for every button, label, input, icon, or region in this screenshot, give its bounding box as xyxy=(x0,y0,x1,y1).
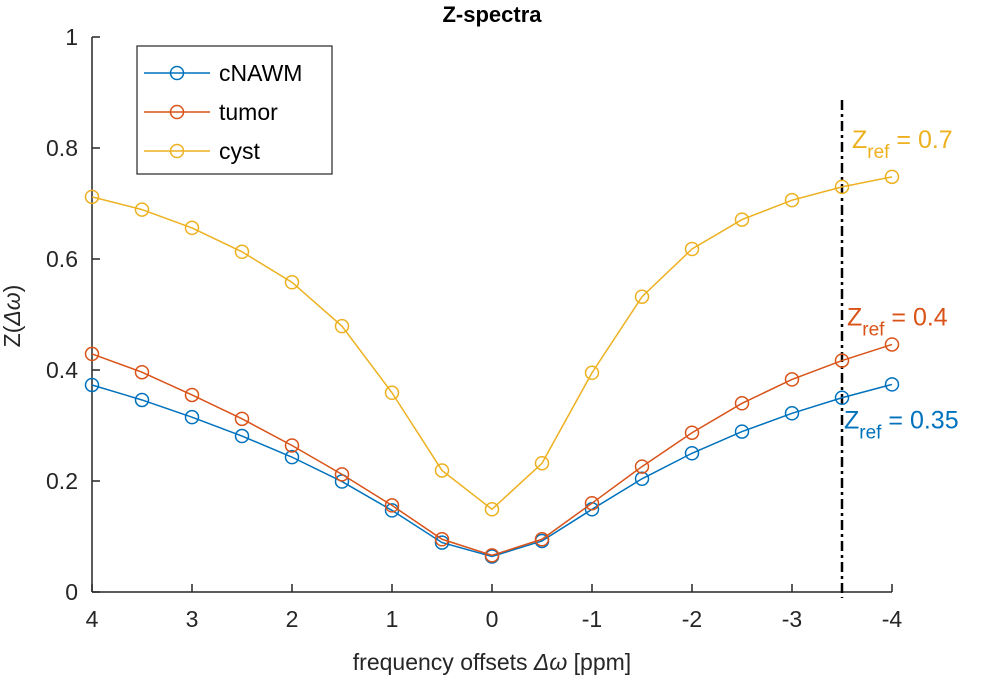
annotation-subscript: ref xyxy=(867,142,890,163)
data-point-cyst xyxy=(634,289,650,304)
x-tick-label: 0 xyxy=(486,606,499,632)
x-axis-label: frequency offsets Δω [ppm] xyxy=(353,649,631,675)
data-point-cNAWM xyxy=(734,424,750,439)
annotation-value: = 0.35 xyxy=(881,406,958,434)
data-point-tumor xyxy=(634,459,650,474)
series-cNAWM xyxy=(84,377,900,564)
data-point-cNAWM xyxy=(434,535,450,550)
data-point-tumor xyxy=(284,438,300,453)
data-point-tumor xyxy=(334,467,350,482)
x-tick-label: -1 xyxy=(582,606,602,632)
x-tick-label: -2 xyxy=(682,606,702,632)
data-point-cNAWM xyxy=(884,377,900,392)
data-point-tumor xyxy=(184,387,200,403)
data-point-tumor xyxy=(884,337,900,352)
y-tick-label: 1 xyxy=(65,24,78,50)
data-point-cyst xyxy=(884,169,900,185)
y-tick-label: 0.6 xyxy=(46,246,78,272)
x-tick-label: 4 xyxy=(86,606,99,632)
legend-item-tumor: tumor xyxy=(144,99,278,125)
x-tick-label: 3 xyxy=(186,606,199,632)
data-point-cNAWM xyxy=(234,428,250,444)
x-tick-label: 1 xyxy=(386,606,399,632)
legend-box xyxy=(136,45,333,175)
series-line-cNAWM xyxy=(91,383,893,558)
annotation-value: = 0.7 xyxy=(889,126,952,154)
data-point-cyst xyxy=(734,212,750,227)
y-axis-label: Z(Δω) xyxy=(0,285,25,348)
data-point-cNAWM xyxy=(134,392,150,408)
data-point-cNAWM xyxy=(834,390,850,405)
y-tick-label: 0.8 xyxy=(46,135,78,161)
data-point-tumor xyxy=(784,372,800,387)
legend-item-cyst: cyst xyxy=(144,138,261,164)
data-point-tumor xyxy=(84,346,100,362)
chart-title: Z-spectra xyxy=(442,2,542,27)
data-point-cyst xyxy=(384,385,400,401)
legend-label: cyst xyxy=(219,138,261,164)
data-point-cyst xyxy=(284,275,300,290)
annotation-z-ref: Zref = 0.4 xyxy=(847,304,948,341)
legend-item-cNAWM: cNAWM xyxy=(144,60,302,86)
data-point-tumor xyxy=(434,532,450,547)
data-point-tumor xyxy=(584,495,600,511)
legend-marker xyxy=(169,65,185,81)
data-point-cyst xyxy=(234,244,250,260)
data-point-cNAWM xyxy=(184,409,200,425)
annotation-prefix: Z xyxy=(844,406,859,434)
data-point-tumor xyxy=(234,411,250,427)
legend: cNAWM tumor cyst xyxy=(136,45,333,175)
annotation-value: = 0.4 xyxy=(884,304,947,332)
y-tick-label: 0.2 xyxy=(46,468,78,494)
x-tick-label: -4 xyxy=(882,606,903,632)
x-tick-label: -3 xyxy=(782,606,802,632)
data-point-cyst xyxy=(834,179,850,195)
legend-marker xyxy=(169,143,185,159)
data-point-tumor xyxy=(734,396,750,411)
data-point-cyst xyxy=(184,220,200,236)
y-tick-label: 0.4 xyxy=(46,357,78,383)
annotation-z-ref: Zref = 0.35 xyxy=(844,406,959,443)
data-point-cyst xyxy=(434,463,450,478)
data-point-tumor xyxy=(484,548,500,563)
ticks-layer: 4 3 2 1 0 -1 -2 -3 -4 0 0.2 0.4 0.6 0.8 1 xyxy=(46,24,902,632)
annotation-prefix: Z xyxy=(847,304,862,332)
annotation-z-ref: Zref = 0.7 xyxy=(852,126,953,163)
legend-label: tumor xyxy=(219,99,278,125)
data-point-cyst xyxy=(584,365,600,381)
annotation-prefix: Z xyxy=(852,126,867,154)
annotation-subscript: ref xyxy=(862,320,885,341)
data-point-tumor xyxy=(684,425,700,440)
series-cyst xyxy=(84,169,900,517)
x-tick-label: 2 xyxy=(286,606,299,632)
data-point-cNAWM xyxy=(784,406,800,421)
legend-marker xyxy=(169,104,185,120)
series-line-tumor xyxy=(91,343,893,557)
data-point-cNAWM xyxy=(634,471,650,487)
data-point-tumor xyxy=(534,532,550,547)
data-point-cyst xyxy=(334,318,350,334)
data-point-cyst xyxy=(484,502,500,517)
data-point-cNAWM xyxy=(284,449,300,465)
data-point-cyst xyxy=(84,189,100,205)
series-tumor xyxy=(84,337,900,563)
data-point-cNAWM xyxy=(84,377,100,393)
data-point-cNAWM xyxy=(684,446,700,461)
data-point-cyst xyxy=(684,241,700,257)
series-line-cyst xyxy=(91,176,893,511)
data-point-cyst xyxy=(534,455,550,471)
data-point-tumor xyxy=(384,498,400,513)
data-point-tumor xyxy=(134,364,150,380)
data-point-cyst xyxy=(784,192,800,208)
data-point-tumor xyxy=(834,353,850,368)
legend-label: cNAWM xyxy=(219,60,302,86)
series-layer xyxy=(84,169,900,564)
annotation-subscript: ref xyxy=(859,422,882,443)
y-tick-label: 0 xyxy=(65,579,78,605)
data-point-cyst xyxy=(134,202,150,217)
